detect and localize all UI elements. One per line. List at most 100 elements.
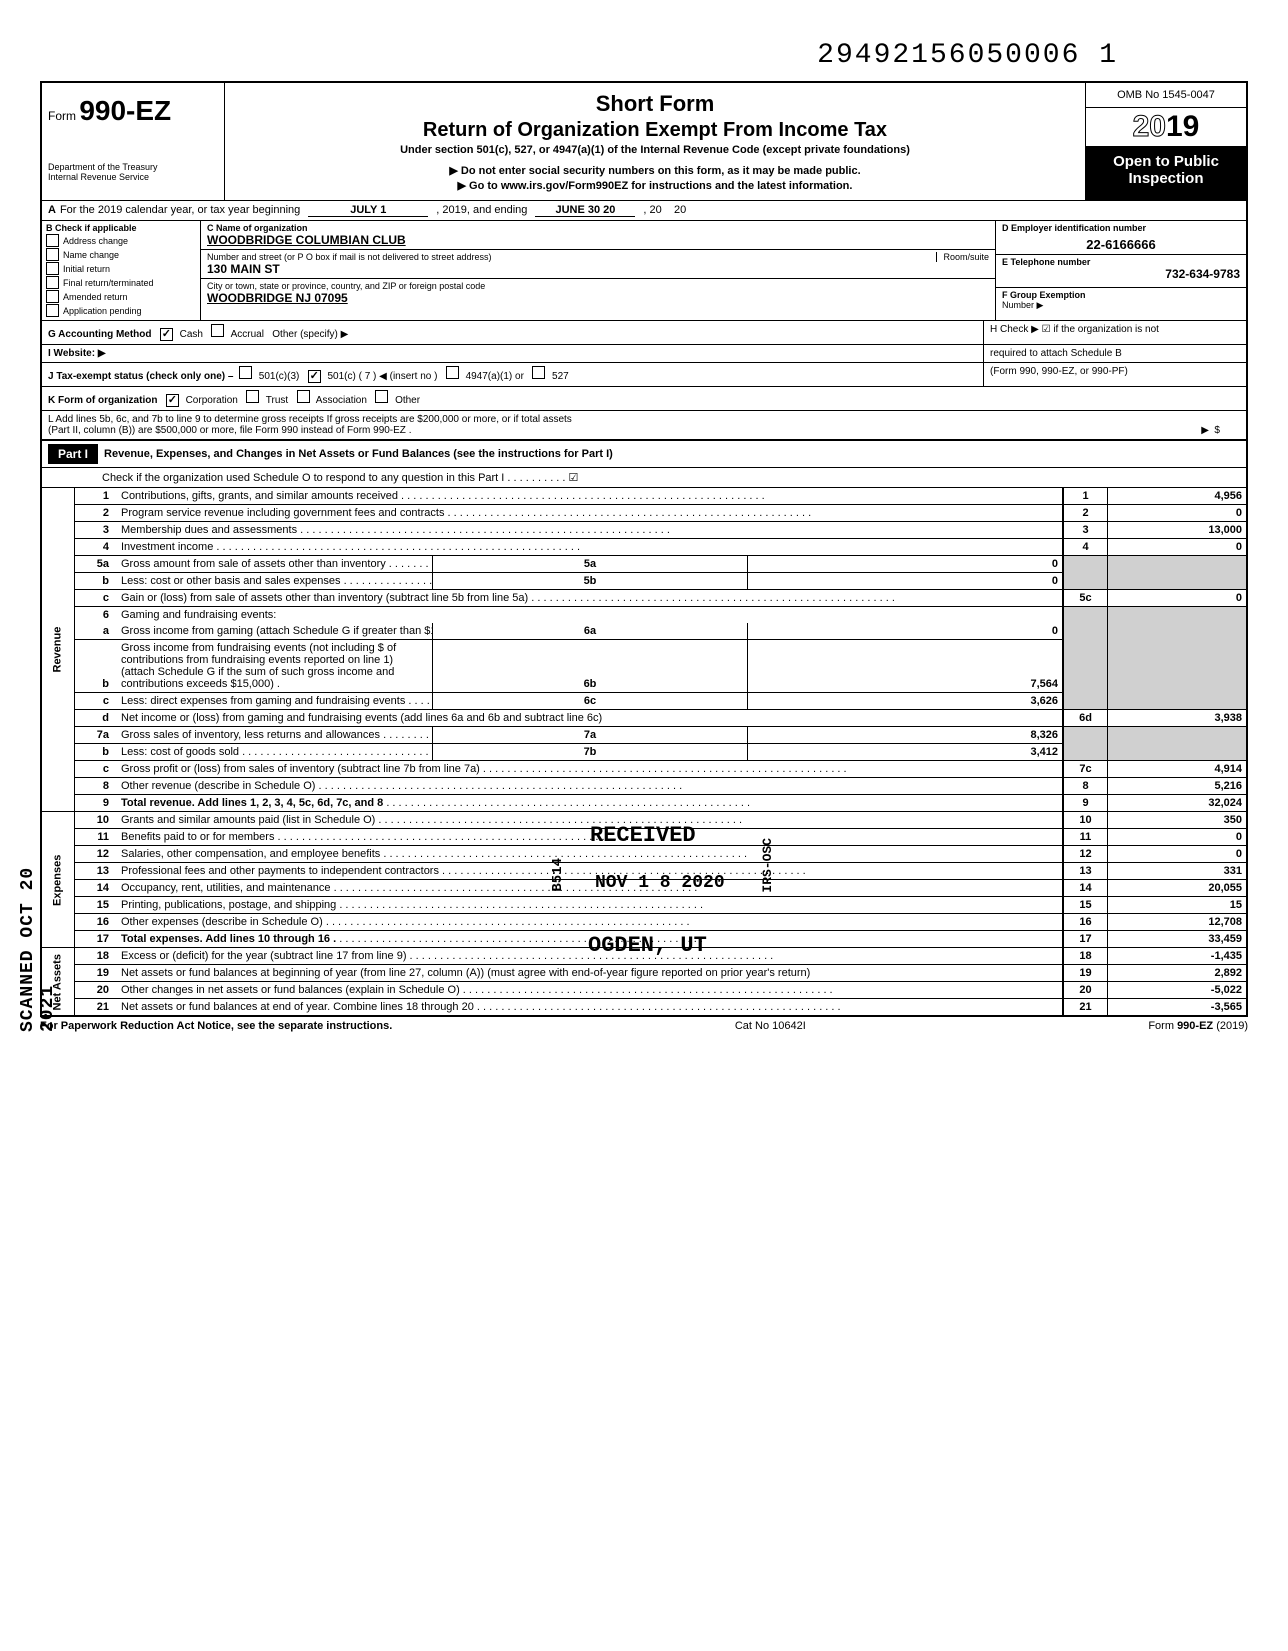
part1-label: Part I xyxy=(48,444,98,464)
d16: Other expenses (describe in Schedule O) xyxy=(117,914,1063,931)
ln12: 12 xyxy=(1063,846,1108,863)
chk-accrual[interactable] xyxy=(211,324,224,337)
lbl-application-pending: Application pending xyxy=(63,306,142,316)
shv6a xyxy=(1108,623,1248,640)
d5a: Gross amount from sale of assets other t… xyxy=(117,556,432,573)
ln8: 8 xyxy=(1063,778,1108,795)
d13: Professional fees and other payments to … xyxy=(117,863,1063,880)
v1: 4,956 xyxy=(1108,488,1248,505)
lbl-501c3: 501(c)(3) xyxy=(259,371,300,382)
f-label: F Group Exemption xyxy=(1002,290,1086,300)
sv6a: 0 xyxy=(748,623,1063,640)
lbl-name-change: Name change xyxy=(63,250,119,260)
n10: 10 xyxy=(75,812,118,829)
sn6b: 6b xyxy=(432,640,747,693)
chk-corp[interactable]: ✓ xyxy=(166,394,179,407)
sh6a xyxy=(1063,623,1108,640)
n16: 16 xyxy=(75,914,118,931)
chk-501c[interactable]: ✓ xyxy=(308,370,321,383)
part1-check-line: Check if the organization used Schedule … xyxy=(42,468,1246,487)
f-label2: Number ▶ xyxy=(1002,300,1043,310)
footer: For Paperwork Reduction Act Notice, see … xyxy=(40,1020,1248,1032)
ln17: 17 xyxy=(1063,931,1108,948)
side-revenue: Revenue xyxy=(41,488,75,812)
omb-number: OMB No 1545-0047 xyxy=(1086,83,1246,108)
chk-527[interactable] xyxy=(532,366,545,379)
j-label: J Tax-exempt status (check only one) – xyxy=(48,371,233,382)
v11: 0 xyxy=(1108,829,1248,846)
ln19: 19 xyxy=(1063,965,1108,982)
b-block: B Check if applicable Address change Nam… xyxy=(40,220,1248,320)
sh7b xyxy=(1063,744,1108,761)
arrow-ssn: ▶ Do not enter social security numbers o… xyxy=(235,164,1075,177)
e-label: E Telephone number xyxy=(1002,257,1090,267)
footer-left: For Paperwork Reduction Act Notice, see … xyxy=(40,1020,392,1032)
v17: 33,459 xyxy=(1108,931,1248,948)
v5c: 0 xyxy=(1108,590,1248,607)
side-netassets: Net Assets xyxy=(41,948,75,1017)
sn7b: 7b xyxy=(432,744,747,761)
lbl-accrual: Accrual xyxy=(231,329,264,340)
line-a-mid: , 2019, and ending xyxy=(436,204,527,217)
h-label3: (Form 990, 990-EZ, or 990-PF) xyxy=(990,366,1128,377)
v13: 331 xyxy=(1108,863,1248,880)
v2: 0 xyxy=(1108,505,1248,522)
d12: Salaries, other compensation, and employ… xyxy=(117,846,1063,863)
chk-initial-return[interactable] xyxy=(46,262,59,275)
n18: 18 xyxy=(75,948,118,965)
form-number: 990-EZ xyxy=(79,95,171,126)
sh5b xyxy=(1063,573,1108,590)
v9: 32,024 xyxy=(1108,795,1248,812)
d8: Other revenue (describe in Schedule O) xyxy=(117,778,1063,795)
chk-trust[interactable] xyxy=(246,390,259,403)
n4: 4 xyxy=(75,539,118,556)
chk-assoc[interactable] xyxy=(297,390,310,403)
form-header: Form 990-EZ Department of the Treasury I… xyxy=(40,81,1248,200)
row-a: A For the 2019 calendar year, or tax yea… xyxy=(40,200,1248,220)
d6d: Net income or (loss) from gaming and fun… xyxy=(117,710,1063,727)
lbl-corp: Corporation xyxy=(186,395,238,406)
ln7c: 7c xyxy=(1063,761,1108,778)
ln3: 3 xyxy=(1063,522,1108,539)
lbl-assoc: Association xyxy=(316,395,367,406)
v7c: 4,914 xyxy=(1108,761,1248,778)
n21: 21 xyxy=(75,999,118,1017)
d9: Total revenue. Add lines 1, 2, 3, 4, 5c,… xyxy=(117,795,1063,812)
chk-4947[interactable] xyxy=(446,366,459,379)
d14: Occupancy, rent, utilities, and maintena… xyxy=(117,880,1063,897)
chk-final-return[interactable] xyxy=(46,276,59,289)
sn5b: 5b xyxy=(432,573,747,590)
g-label: G Accounting Method xyxy=(48,329,152,340)
tax-year-end: JUNE 30 20 xyxy=(535,204,635,217)
v10: 350 xyxy=(1108,812,1248,829)
chk-other[interactable] xyxy=(375,390,388,403)
b-right: D Employer identification number 22-6166… xyxy=(996,221,1246,320)
h-label2: required to attach Schedule B xyxy=(990,348,1122,359)
d17: Total expenses. Add lines 10 through 16 … xyxy=(117,931,1063,948)
chk-application-pending[interactable] xyxy=(46,304,59,317)
chk-501c3[interactable] xyxy=(239,366,252,379)
sv6b: 7,564 xyxy=(748,640,1063,693)
open-public-2: Inspection xyxy=(1090,170,1242,187)
v8: 5,216 xyxy=(1108,778,1248,795)
lbl-501c: 501(c) ( 7 ) ◀ (insert no ) xyxy=(327,371,437,382)
under-section: Under section 501(c), 527, or 4947(a)(1)… xyxy=(235,144,1075,156)
chk-name-change[interactable] xyxy=(46,248,59,261)
l-text: L Add lines 5b, 6c, and 7b to line 9 to … xyxy=(48,414,572,425)
sn6c: 6c xyxy=(432,693,747,710)
chk-amended-return[interactable] xyxy=(46,290,59,303)
chk-address-change[interactable] xyxy=(46,234,59,247)
sv5a: 0 xyxy=(748,556,1063,573)
ln4: 4 xyxy=(1063,539,1108,556)
shv7b xyxy=(1108,744,1248,761)
return-title: Return of Organization Exempt From Incom… xyxy=(235,119,1075,142)
v4: 0 xyxy=(1108,539,1248,556)
n13: 13 xyxy=(75,863,118,880)
n15: 15 xyxy=(75,897,118,914)
sv7b: 3,412 xyxy=(748,744,1063,761)
form-header-right: OMB No 1545-0047 2019 Open to Public Ins… xyxy=(1086,83,1246,200)
n5b: b xyxy=(75,573,118,590)
ln2: 2 xyxy=(1063,505,1108,522)
chk-cash[interactable]: ✓ xyxy=(160,328,173,341)
lbl-cash: Cash xyxy=(180,329,203,340)
